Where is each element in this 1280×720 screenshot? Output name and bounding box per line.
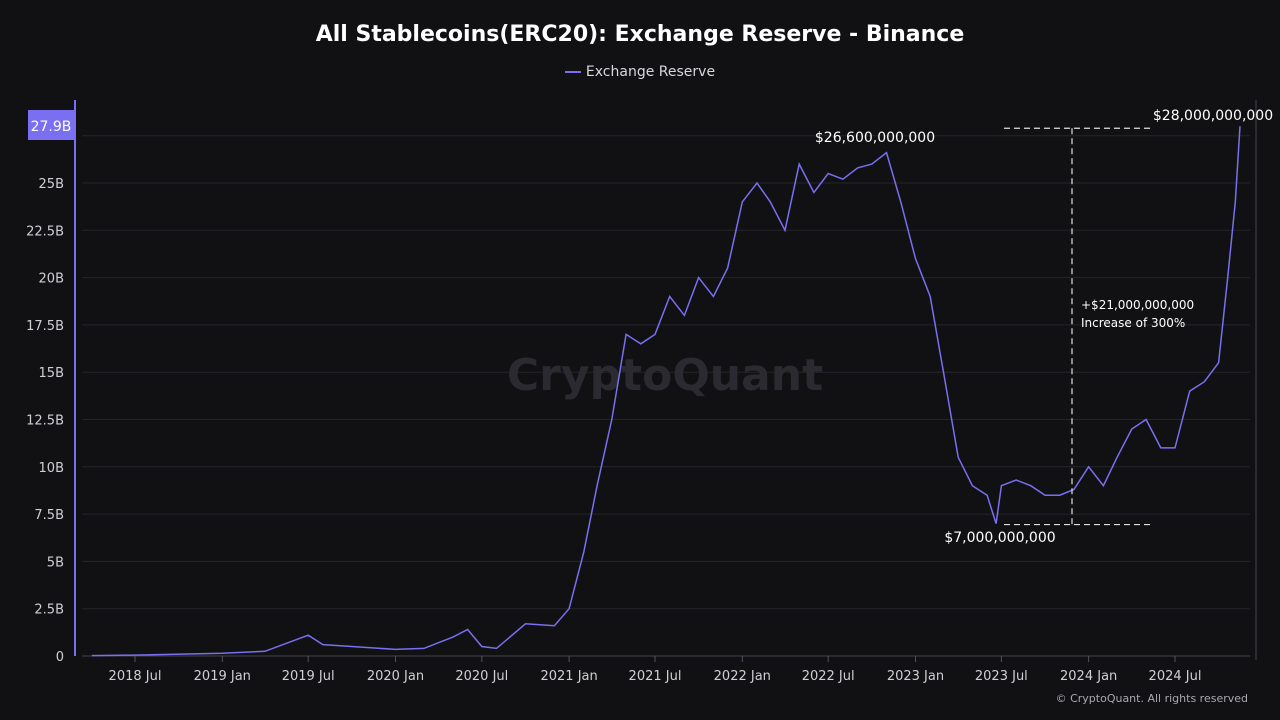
watermark: CryptoQuant: [507, 350, 823, 401]
y-tick-label: 12.5B: [26, 414, 64, 429]
x-tick-label: 2024 Jan: [1060, 669, 1117, 684]
y-tick-label: 22.5B: [26, 224, 64, 239]
copyright: © CryptoQuant. All rights reserved: [1055, 692, 1248, 705]
chart-title: All Stablecoins(ERC20): Exchange Reserve…: [315, 22, 965, 47]
y-tick-label: 5B: [47, 555, 64, 570]
annotation-peak: $26,600,000,000: [815, 130, 935, 146]
y-tick-label: 0: [56, 650, 64, 665]
last-value-label: 27.9B: [31, 119, 72, 135]
x-tick-label: 2023 Jan: [887, 669, 944, 684]
y-tick-label: 20B: [39, 272, 64, 287]
x-tick-label: 2019 Jul: [282, 669, 335, 684]
x-tick-label: 2021 Jan: [540, 669, 597, 684]
x-tick-label: 2019 Jan: [194, 669, 251, 684]
x-tick-label: 2024 Jul: [1149, 669, 1202, 684]
y-tick-label: 2.5B: [34, 603, 64, 618]
x-tick-label: 2020 Jul: [455, 669, 508, 684]
annotation-high: $28,000,000,000: [1153, 108, 1273, 124]
y-tick-label: 25B: [39, 177, 64, 192]
y-tick-label: 10B: [39, 461, 64, 476]
y-tick-label: 7.5B: [34, 508, 64, 523]
x-tick-label: 2023 Jul: [975, 669, 1028, 684]
x-tick-label: 2018 Jul: [109, 669, 162, 684]
annotation-low: $7,000,000,000: [944, 530, 1055, 546]
x-tick-label: 2022 Jan: [714, 669, 771, 684]
last-value-badge: [28, 110, 74, 140]
y-tick-label: 15B: [39, 366, 64, 381]
series-line-exchange-reserve: [91, 126, 1241, 657]
annotation-change-pct: Increase of 300%: [1081, 316, 1185, 330]
y-tick-label: 17.5B: [26, 319, 64, 334]
legend-label: Exchange Reserve: [585, 64, 716, 80]
annotation-change: +$21,000,000,000: [1081, 298, 1194, 312]
x-tick-label: 2020 Jan: [367, 669, 424, 684]
legend-item[interactable]: Exchange Reserve: [0, 64, 1280, 80]
x-tick-label: 2021 Jul: [629, 669, 682, 684]
legend-swatch: [564, 71, 581, 73]
x-tick-label: 2022 Jul: [802, 669, 855, 684]
